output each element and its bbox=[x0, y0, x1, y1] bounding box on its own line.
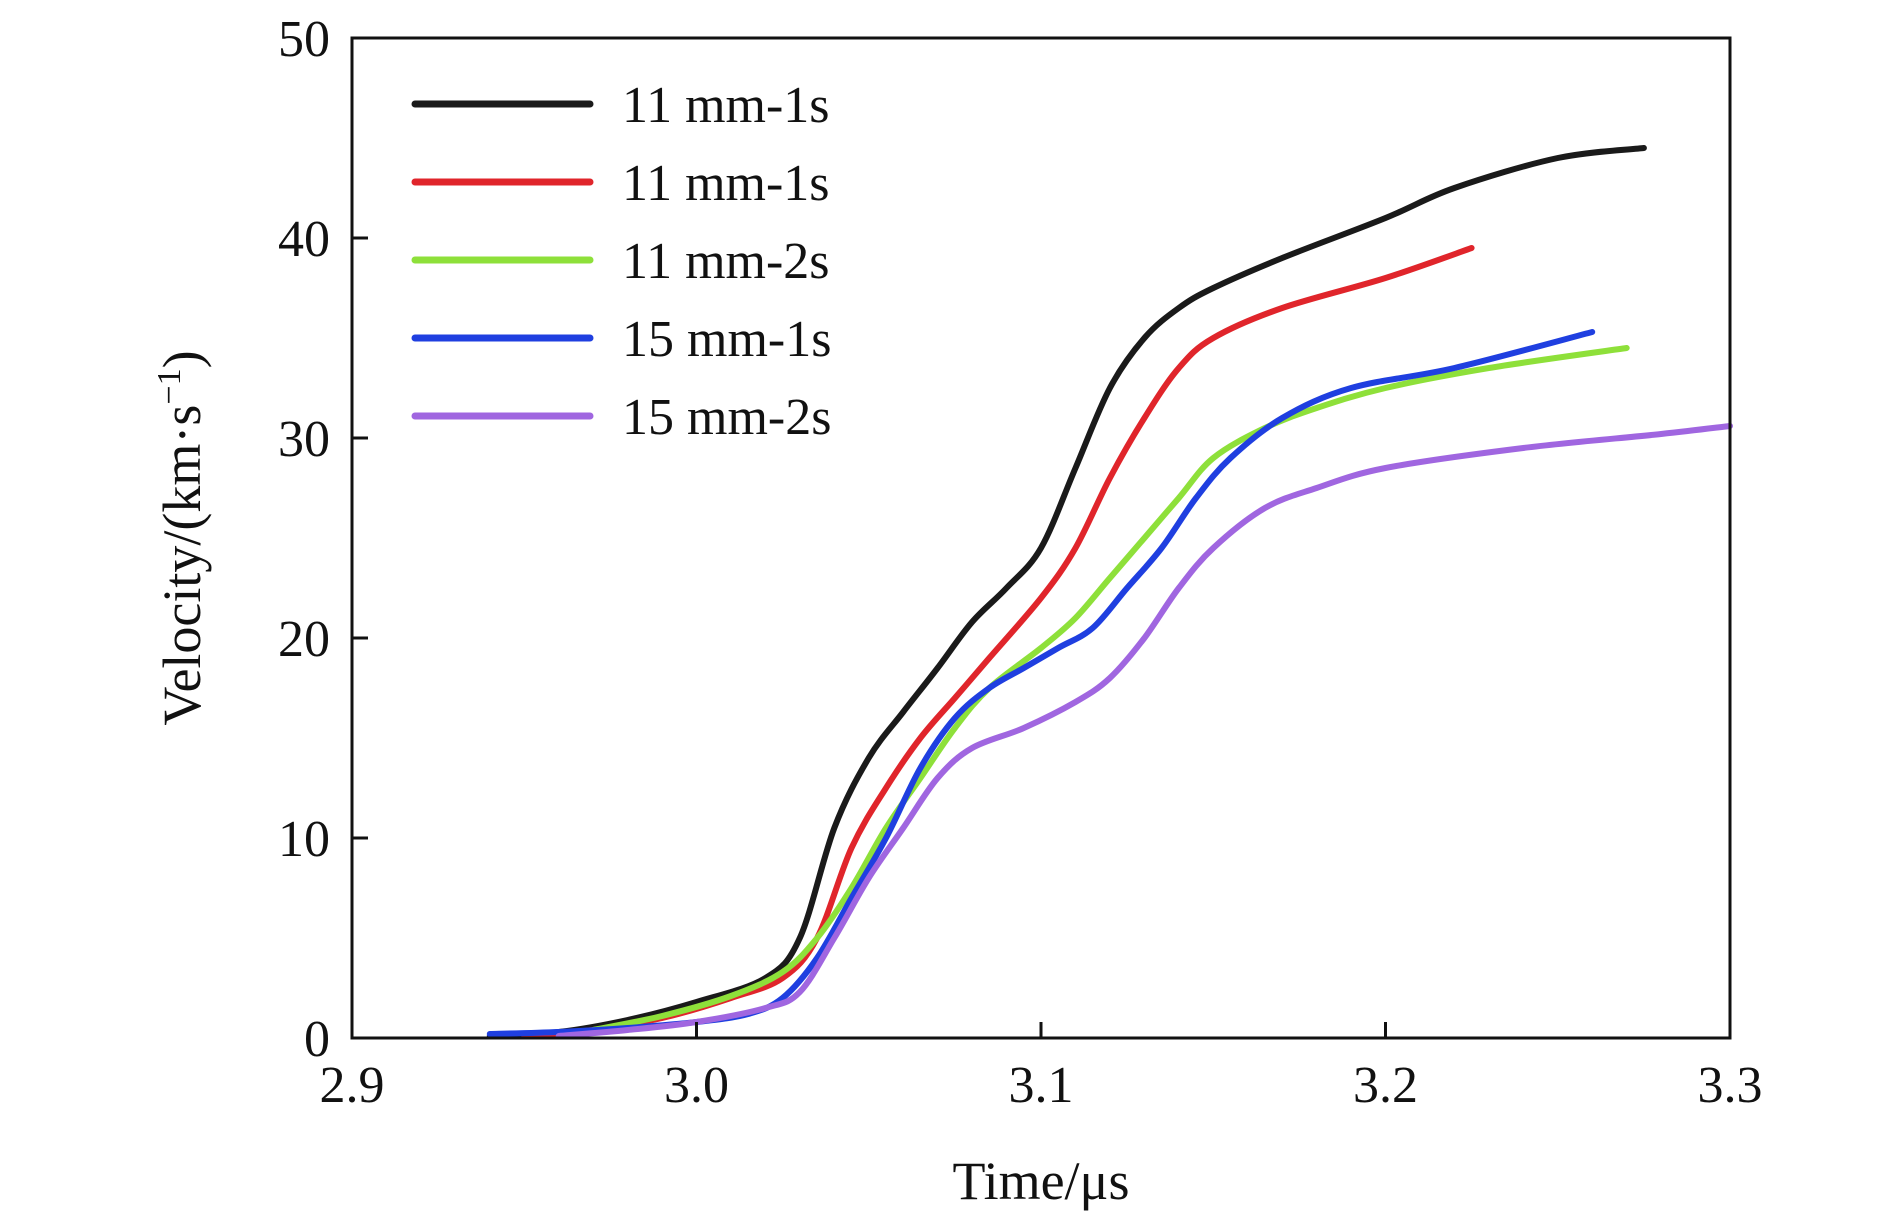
axis-tick-labels: 2.9 3.0 3.1 3.2 3.3 0 10 20 30 40 50 bbox=[278, 11, 1763, 1114]
x-tick-label: 2.9 bbox=[320, 1057, 385, 1114]
plot-frame bbox=[350, 36, 1732, 1040]
x-tick-label: 3.0 bbox=[664, 1057, 729, 1114]
series-line-3 bbox=[590, 345, 1630, 1033]
legend-label-4: 15 mm-1s bbox=[622, 311, 831, 368]
legend-label-2: 11 mm-1s bbox=[622, 155, 830, 212]
x-tick-label: 3.3 bbox=[1698, 1057, 1763, 1114]
x-axis-title: Time/μs bbox=[952, 1151, 1129, 1211]
y-tick-label: 30 bbox=[278, 411, 330, 468]
series-lines bbox=[486, 145, 1733, 1039]
x-tick-label: 3.1 bbox=[1009, 1057, 1074, 1114]
legend-label-1: 11 mm-1s bbox=[622, 77, 830, 134]
series-line-5 bbox=[555, 423, 1733, 1039]
legend-label-5: 15 mm-2s bbox=[622, 389, 831, 446]
y-tick-label: 40 bbox=[278, 211, 330, 268]
y-axis-title-superscript: −1 bbox=[151, 368, 188, 404]
y-axis-title: Velocity/(km·s−1) bbox=[151, 350, 212, 725]
y-tick-label: 20 bbox=[278, 611, 330, 668]
y-tick-label: 0 bbox=[304, 1011, 330, 1068]
axis-ticks bbox=[350, 36, 1732, 1040]
legend: 11 mm-1s 11 mm-1s 11 mm-2s 15 mm-1s 15 mm-2s bbox=[411, 77, 831, 446]
legend-label-3: 11 mm-2s bbox=[622, 233, 830, 290]
x-tick-label: 3.2 bbox=[1353, 1057, 1418, 1114]
y-tick-label: 10 bbox=[278, 811, 330, 868]
y-axis-title-suffix: ) bbox=[152, 350, 212, 368]
y-tick-label: 50 bbox=[278, 11, 330, 68]
y-axis-title-main: Velocity/(km·s bbox=[152, 405, 212, 726]
